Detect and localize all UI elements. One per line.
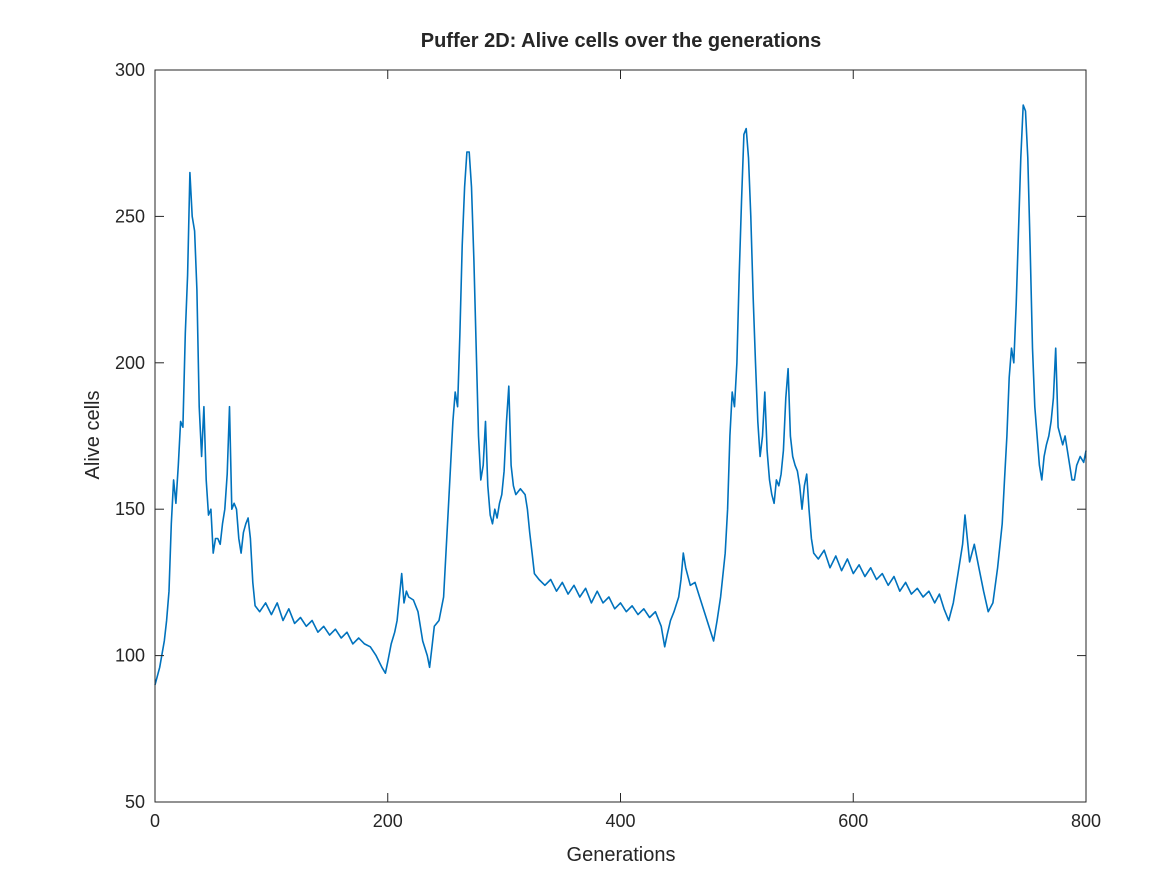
x-tick-label-200: 200 bbox=[373, 811, 403, 831]
y-tick-label-150: 150 bbox=[115, 499, 145, 519]
y-tick-label-100: 100 bbox=[115, 646, 145, 666]
y-axis-label: Alive cells bbox=[82, 391, 104, 480]
series-line-0 bbox=[154, 104, 1087, 686]
x-axis-label: Generations bbox=[567, 844, 676, 866]
x-tick-label-600: 600 bbox=[838, 811, 868, 831]
y-tick-label-250: 250 bbox=[115, 206, 145, 226]
y-tick-label-300: 300 bbox=[115, 60, 145, 80]
plot-area: 0 200 400 600 800 50 100 150 200 250 300 bbox=[115, 60, 1101, 831]
y-tick-label-200: 200 bbox=[115, 353, 145, 373]
x-tick-label-0: 0 bbox=[150, 811, 160, 831]
y-tick-label-50: 50 bbox=[125, 792, 145, 812]
x-tick-label-800: 800 bbox=[1071, 811, 1101, 831]
x-tick-label-400: 400 bbox=[605, 811, 635, 831]
chart-title: Puffer 2D: Alive cells over the generati… bbox=[421, 30, 822, 52]
